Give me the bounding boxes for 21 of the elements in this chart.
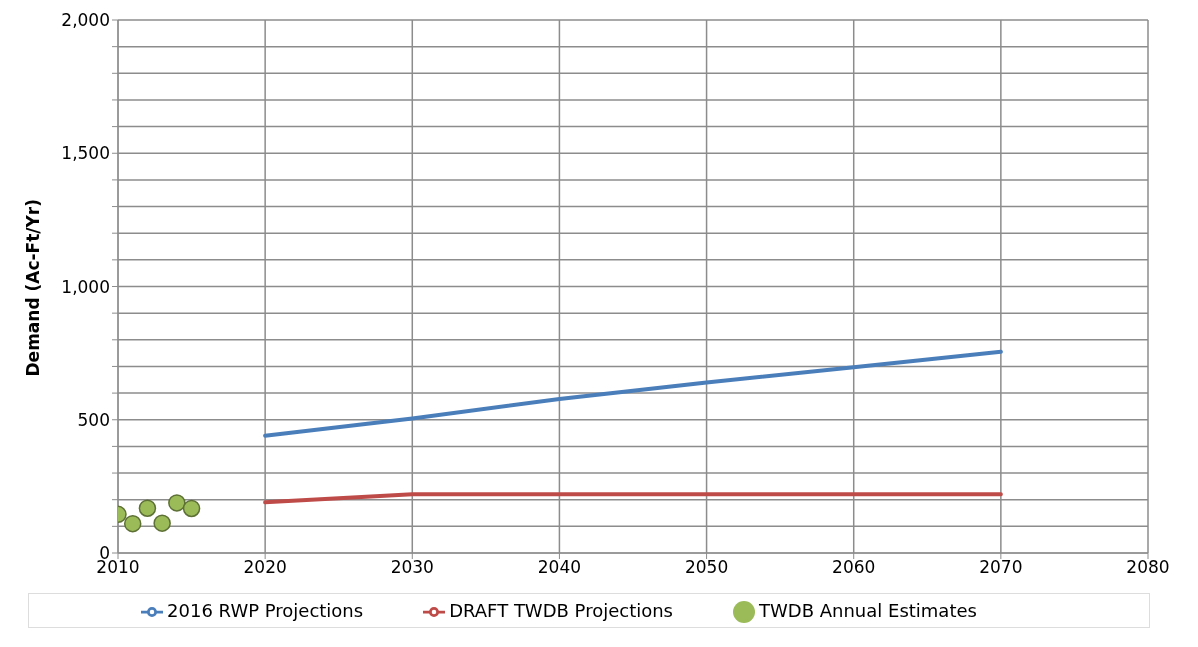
x-tick-label: 2070 xyxy=(979,557,1023,578)
line-series xyxy=(263,349,1003,438)
y-tick-label: 1,000 xyxy=(61,276,110,297)
y-tick-label: 1,500 xyxy=(61,143,110,164)
legend-label: 2016 RWP Projections xyxy=(167,600,364,621)
point xyxy=(153,514,171,532)
point xyxy=(168,494,186,512)
legend-label: TWDB Annual Estimates xyxy=(759,600,977,621)
point xyxy=(123,514,142,533)
y-tick-label: 500 xyxy=(77,409,110,430)
x-tick-label: 2080 xyxy=(1126,557,1170,578)
x-tick-label: 2050 xyxy=(684,557,729,578)
legend-label: DRAFT TWDB Projections xyxy=(449,600,673,621)
x-tick-label: 2020 xyxy=(243,557,287,578)
point xyxy=(182,499,201,518)
y-tick-label: 2,000 xyxy=(61,10,110,31)
x-tick-label: 2060 xyxy=(832,557,876,578)
y-axis-title: Demand (Ac-Ft/Yr) xyxy=(23,199,44,377)
x-tick-label: 2040 xyxy=(537,557,582,578)
point xyxy=(138,499,157,517)
x-tick-label: 2030 xyxy=(390,557,434,578)
